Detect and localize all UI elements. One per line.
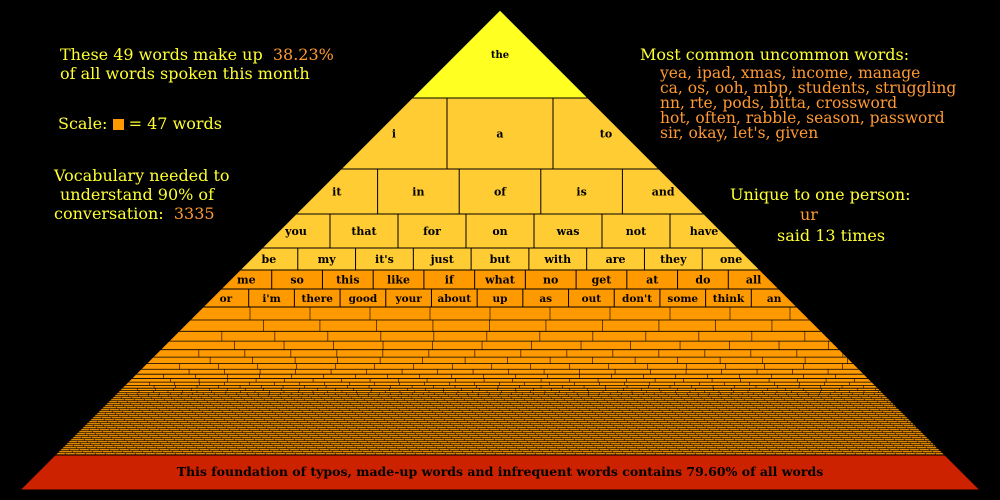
word-label: was bbox=[556, 225, 580, 238]
share-percent: 38.23% bbox=[272, 45, 334, 64]
word-label: there bbox=[302, 293, 334, 305]
foundation-base bbox=[18, 454, 982, 491]
word-label: they bbox=[660, 253, 687, 266]
word-label: you bbox=[284, 225, 307, 238]
word-label: be bbox=[262, 253, 277, 266]
word-label: at bbox=[646, 274, 659, 287]
uncommon-title: Most common uncommon words: bbox=[640, 45, 910, 64]
word-label: in bbox=[412, 186, 424, 199]
word-label: no bbox=[543, 274, 558, 287]
word-label: if bbox=[445, 274, 455, 287]
word-label: is bbox=[576, 186, 586, 199]
word-label: i'm bbox=[262, 293, 280, 305]
uncommon-line: nn, rte, pods, bitta, crossword bbox=[660, 94, 898, 112]
top-words-share: These 49 words make up 38.23% of all wor… bbox=[60, 45, 334, 83]
word-label: it's bbox=[375, 253, 394, 266]
word-label: and bbox=[652, 186, 675, 199]
word-label: up bbox=[493, 293, 508, 305]
word-label: it bbox=[332, 186, 342, 199]
word-label: what bbox=[484, 274, 516, 287]
word-label: are bbox=[606, 253, 626, 266]
share-line-1: These 49 words make up bbox=[60, 45, 263, 64]
word-label: the bbox=[491, 50, 509, 61]
uncommon-line: sir, okay, let's, given bbox=[660, 124, 819, 142]
word-label: think bbox=[713, 293, 745, 305]
vocabulary-note: Vocabulary needed to understand 90% of c… bbox=[54, 166, 230, 223]
share-line-2: of all words spoken this month bbox=[60, 64, 310, 83]
uncommon-words-list: yea, ipad, xmas, income, manage ca, os, … bbox=[660, 64, 957, 142]
word-label: get bbox=[592, 274, 613, 287]
word-label: of bbox=[494, 186, 507, 199]
scale-label: Scale: bbox=[58, 114, 108, 133]
unique-word: ur bbox=[800, 205, 818, 224]
word-label: do bbox=[695, 274, 710, 287]
scale-equals: = 47 words bbox=[128, 114, 222, 133]
unique-title: Unique to one person: bbox=[730, 185, 911, 204]
word-label: but bbox=[490, 253, 512, 266]
vocab-value: 3335 bbox=[173, 204, 215, 223]
word-label: have bbox=[690, 225, 719, 238]
word-label: me bbox=[237, 274, 256, 287]
word-label: about bbox=[437, 293, 471, 305]
uncommon-line: yea, ipad, xmas, income, manage bbox=[660, 64, 921, 82]
vocab-line-2: understand 90% of bbox=[60, 185, 214, 204]
word-label: not bbox=[626, 225, 647, 238]
word-label: just bbox=[430, 253, 455, 266]
word-label: i bbox=[392, 128, 396, 141]
word-label: my bbox=[318, 253, 337, 266]
word-label: all bbox=[746, 274, 762, 287]
word-label: that bbox=[351, 225, 377, 238]
unique-times: said 13 times bbox=[777, 226, 886, 245]
uncommon-line: ca, os, ooh, mbp, students, struggling bbox=[660, 79, 957, 97]
foundation-label: This foundation of typos, made-up words … bbox=[177, 464, 824, 479]
scale-legend: Scale: = 47 words bbox=[58, 114, 222, 133]
word-label: don't bbox=[622, 293, 652, 305]
word-label: a bbox=[496, 128, 503, 141]
word-label: for bbox=[423, 225, 441, 238]
word-label: this bbox=[336, 274, 359, 287]
word-label: one bbox=[720, 253, 742, 266]
word-label: so bbox=[290, 274, 304, 287]
brick-swatch-icon bbox=[112, 119, 124, 130]
word-label: some bbox=[667, 293, 698, 305]
word-label: with bbox=[543, 253, 571, 266]
word-label: an bbox=[767, 293, 782, 305]
word-label: to bbox=[600, 128, 612, 141]
word-label: or bbox=[220, 293, 233, 305]
word-label: as bbox=[539, 293, 552, 305]
word-label: out bbox=[582, 293, 602, 305]
uncommon-line: hot, often, rabble, season, password bbox=[660, 109, 945, 127]
word-label: on bbox=[492, 225, 507, 238]
vocab-line-3: conversation: bbox=[54, 204, 164, 223]
vocab-line-1: Vocabulary needed to bbox=[54, 166, 230, 185]
word-label: like bbox=[387, 274, 410, 287]
word-label: good bbox=[349, 293, 378, 305]
word-label: your bbox=[394, 293, 422, 305]
